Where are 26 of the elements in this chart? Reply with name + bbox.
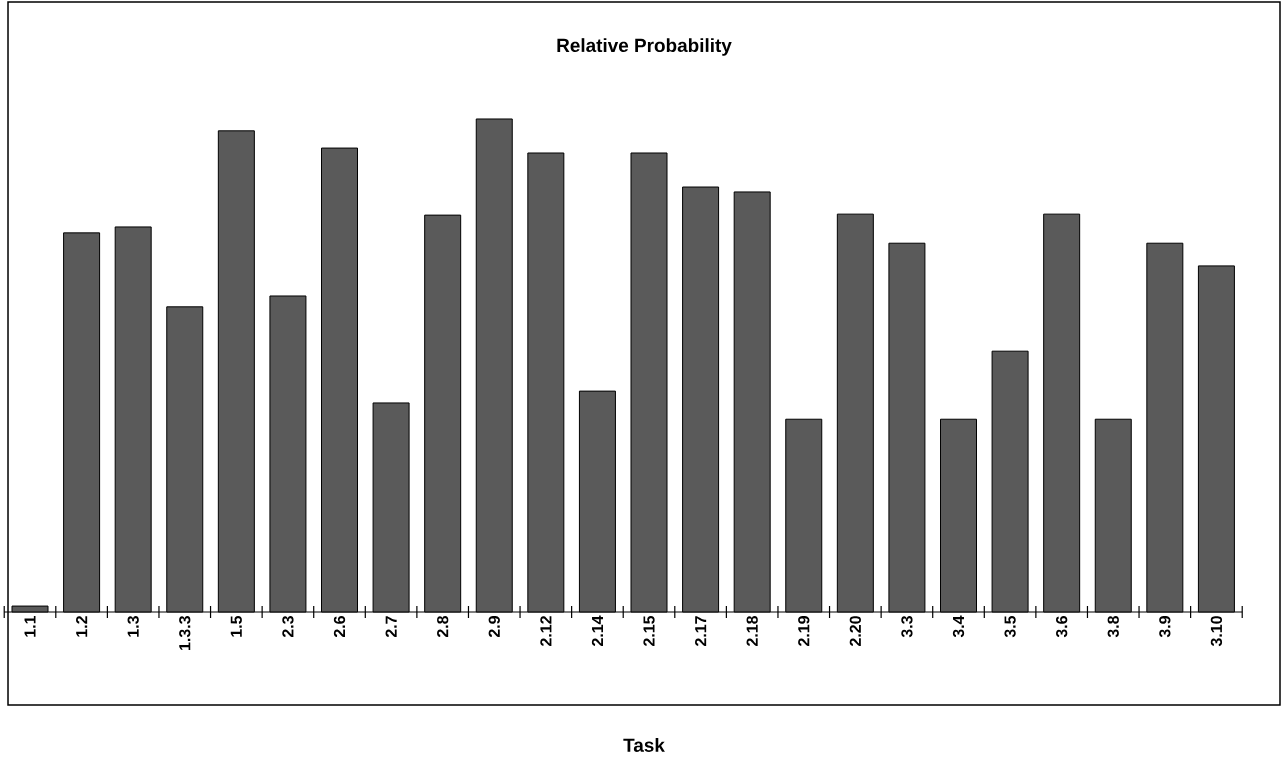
x-tick-label: 3.3 bbox=[901, 616, 913, 638]
x-tick-label: 3.10 bbox=[1210, 616, 1223, 647]
x-tick-label: 3.9 bbox=[1159, 616, 1171, 638]
x-tick-label: 2.14 bbox=[591, 615, 603, 646]
x-tick-label: 2.3 bbox=[282, 616, 294, 638]
x-tick-label: 1.3 bbox=[127, 616, 139, 637]
x-tick-label: 2.15 bbox=[643, 615, 655, 646]
x-tick-label: 2.20 bbox=[849, 616, 861, 646]
x-tick-label: 1.3.3 bbox=[179, 616, 191, 650]
x-tick-label: 1.2 bbox=[76, 616, 88, 637]
x-tick-label: 2.8 bbox=[437, 615, 449, 638]
x-tick-label: 1.5 bbox=[230, 615, 242, 637]
x-tick-label: 2.17 bbox=[695, 616, 707, 646]
x-tick-label: 3.8 bbox=[1107, 615, 1119, 638]
x-tick-label: 3.4 bbox=[952, 615, 965, 638]
x-tick-label: 2.7 bbox=[385, 616, 397, 638]
x-axis-title: Task bbox=[623, 738, 665, 752]
x-tick-label: 2.9 bbox=[488, 616, 500, 638]
x-tick-label: 2.6 bbox=[333, 616, 346, 638]
x-tick-label: 2.19 bbox=[798, 616, 810, 646]
x-tick-label: 3.5 bbox=[1004, 615, 1016, 638]
x-tick-label: 1.1 bbox=[24, 615, 36, 637]
x-tick-label: 3.6 bbox=[1056, 616, 1068, 638]
x-tick-label: 2.18 bbox=[746, 616, 758, 646]
x-tick-label: 2.12 bbox=[540, 616, 552, 646]
chart-title: Relative Probability bbox=[557, 38, 732, 56]
